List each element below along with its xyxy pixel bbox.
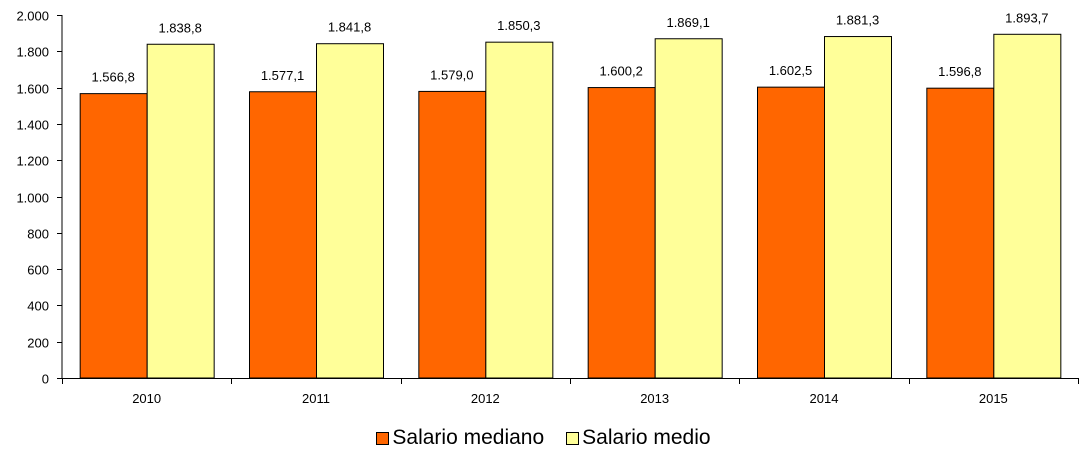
- data-label: 1.838,8: [158, 20, 201, 35]
- bar-series-1: [587, 87, 656, 379]
- x-tick-label: 2013: [640, 391, 669, 406]
- y-tick-label: 1.600: [16, 82, 49, 97]
- y-axis: 0 200 400 600 800 1.000 1.200 1.400 1.600 1.800 2.…: [16, 9, 63, 387]
- bar-series-2: [316, 43, 384, 379]
- data-label: 1.850,3: [497, 18, 540, 33]
- legend-label-series-1: Salario mediano: [392, 426, 545, 449]
- x-axis: 2010 2011 2012 2013 2014 2015: [62, 378, 1079, 406]
- data-label: 1.600,2: [599, 64, 642, 79]
- bar-series-1: [418, 90, 487, 379]
- x-tick-label: 2015: [979, 391, 1008, 406]
- bar-series-2: [146, 43, 215, 379]
- bar-series-1: [79, 93, 148, 379]
- data-label: 1.579,0: [430, 67, 473, 82]
- x-tick-label: 2014: [810, 391, 839, 406]
- legend-item-series-2: Salario medio: [566, 426, 711, 450]
- bar-series-1: [926, 87, 995, 379]
- x-tick-label: 2010: [132, 391, 161, 406]
- data-label: 1.869,1: [666, 15, 709, 30]
- y-tick-label: 1.800: [16, 45, 49, 60]
- bar-series-2: [824, 36, 892, 379]
- bar-series-1: [757, 86, 825, 379]
- legend: Salario mediano Salario medio: [0, 426, 1087, 450]
- data-label: 1.596,8: [938, 64, 981, 79]
- y-tick-label: 1.000: [16, 191, 49, 206]
- y-tick-label: 1.200: [16, 154, 49, 169]
- data-label: 1.841,8: [328, 20, 371, 35]
- y-tick-label: 0: [42, 372, 49, 387]
- bar-series-2: [654, 38, 723, 379]
- data-label: 1.602,5: [769, 63, 812, 78]
- legend-item-series-1: Salario mediano: [376, 426, 544, 450]
- data-label: 1.893,7: [1005, 10, 1048, 25]
- bar-series-2: [993, 33, 1062, 379]
- data-labels: 1.566,8 1.838,8 1.577,1 1.841,8 1.579,0 1.850…: [91, 10, 1048, 84]
- data-label: 1.881,3: [836, 13, 879, 28]
- bar-series-2: [485, 41, 554, 379]
- y-tick-label: 2.000: [16, 9, 49, 24]
- data-label: 1.566,8: [91, 70, 134, 85]
- bar-series-1: [249, 91, 317, 379]
- y-tick-label: 200: [27, 336, 49, 351]
- bars: [79, 33, 1062, 379]
- legend-label-series-2: Salario medio: [582, 426, 711, 449]
- y-tick-label: 400: [27, 299, 49, 314]
- legend-swatch-series-2: [566, 431, 580, 445]
- x-tick-label: 2012: [471, 391, 500, 406]
- data-label: 1.577,1: [261, 68, 304, 83]
- y-tick-label: 1.400: [16, 118, 49, 133]
- y-tick-label: 800: [27, 227, 49, 242]
- y-tick-label: 600: [27, 263, 49, 278]
- x-tick-label: 2011: [302, 391, 330, 406]
- legend-swatch-series-1: [376, 431, 390, 445]
